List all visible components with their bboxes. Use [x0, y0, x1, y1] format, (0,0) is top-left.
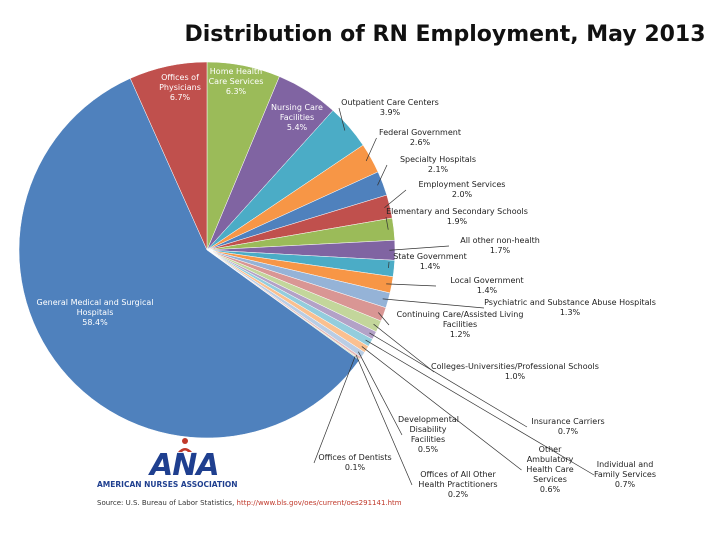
slice-label: Home Health Care Services 6.3%: [208, 67, 264, 97]
category-label: Individual and Family Services: [593, 460, 657, 479]
slice-label: All other non-health 1.7%: [445, 236, 555, 256]
value-label: 5.4%: [286, 123, 308, 132]
slice-label: Continuing Care/Assisted Living Faciliti…: [385, 310, 535, 340]
value-label: 1.7%: [489, 246, 511, 255]
logo-body: [178, 448, 192, 452]
slice-label: Other Ambulatory Health Care Services 0.6…: [518, 445, 583, 495]
leader-line: [384, 189, 407, 209]
value-label: 6.7%: [169, 93, 191, 102]
slice-label: Specialty Hospitals 2.1%: [383, 155, 493, 175]
leader-line: [365, 339, 595, 476]
logo-name: AMERICAN NURSES ASSOCIATION: [97, 480, 238, 489]
slice-label: Insurance Carriers 0.7%: [523, 417, 613, 437]
value-label: 1.4%: [419, 262, 441, 271]
slice-label: Offices of Dentists 0.1%: [310, 453, 400, 473]
leader-line: [358, 351, 403, 436]
slice-label: Federal Government 2.6%: [373, 128, 468, 148]
slice-label: Offices of Physicians 6.7%: [149, 73, 211, 103]
slice-label: Outpatient Care Centers 3.9%: [335, 98, 445, 118]
category-label: Outpatient Care Centers: [341, 98, 439, 107]
category-label: General Medical and Surgical Hospitals: [36, 298, 154, 317]
category-label: Psychiatric and Substance Abuse Hospital…: [484, 298, 656, 307]
category-label: Continuing Care/Assisted Living Faciliti…: [396, 310, 524, 329]
leader-line: [382, 298, 485, 309]
leader-line: [389, 245, 450, 251]
category-label: Home Health Care Services: [208, 67, 264, 86]
value-label: 1.9%: [446, 217, 468, 226]
logo-head: [182, 438, 188, 444]
leader-line: [377, 164, 388, 186]
slice-label: Employment Services 2.0%: [402, 180, 522, 200]
leader-line: [373, 323, 435, 373]
category-label: Offices of Physicians: [159, 73, 201, 92]
category-label: Offices of Dentists: [318, 453, 392, 462]
pie: [18, 61, 396, 439]
slice-label: Colleges-Universities/Professional Schoo…: [430, 362, 600, 382]
category-label: Nursing Care Facilities: [271, 103, 323, 122]
value-label: 0.6%: [539, 485, 561, 494]
category-label: Insurance Carriers: [531, 417, 605, 426]
value-label: 2.6%: [409, 138, 431, 147]
leader-lines: [313, 107, 595, 486]
value-label: 2.1%: [427, 165, 449, 174]
category-label: Colleges-Universities/Professional Schoo…: [431, 362, 599, 371]
source-url: http://www.bls.gov/oes/current/oes291141…: [236, 499, 402, 507]
value-label: 6.3%: [225, 87, 247, 96]
value-label: 3.9%: [379, 108, 401, 117]
slice-label: Offices of All Other Health Practitioner…: [408, 470, 508, 500]
leader-line: [365, 137, 377, 162]
slice-label: Local Government 1.4%: [432, 276, 542, 296]
value-label: 0.1%: [344, 463, 366, 472]
leader-line: [338, 107, 346, 131]
category-label: State Government: [393, 252, 467, 261]
value-label: 58.4%: [82, 318, 108, 327]
slice-label: Developmental Disability Facilities 0.5%: [398, 415, 459, 455]
value-label: 0.2%: [447, 490, 469, 499]
leader-line: [313, 356, 356, 464]
value-label: 1.0%: [504, 372, 526, 381]
leader-line: [355, 354, 413, 486]
leader-line: [369, 332, 528, 428]
slice-label: Elementary and Secondary Schools 1.9%: [382, 207, 532, 227]
value-label: 0.5%: [417, 445, 439, 454]
value-label: 1.2%: [449, 330, 471, 339]
category-label: Elementary and Secondary Schools: [386, 207, 528, 216]
leader-line: [361, 346, 522, 471]
chart-title: Distribution of RN Employment, May 2013: [184, 22, 706, 47]
leader-line: [388, 261, 390, 269]
category-label: Specialty Hospitals: [399, 155, 477, 164]
source: Source: U.S. Bureau of Labor Statistics,…: [97, 499, 402, 507]
slice-label: Nursing Care Facilities 5.4%: [271, 103, 323, 133]
slice: [18, 78, 360, 439]
leader-line: [385, 216, 389, 230]
category-label: Employment Services: [418, 180, 506, 189]
value-label: 0.7%: [614, 480, 636, 489]
source-text: Source: U.S. Bureau of Labor Statistics,: [97, 499, 235, 507]
logo-abbr: ANA: [150, 448, 220, 483]
value-label: 1.4%: [476, 286, 498, 295]
logo-icon: [178, 438, 192, 452]
leader-line: [378, 312, 390, 326]
category-label: Offices of All Other Health Practitioner…: [418, 470, 498, 489]
category-label: Local Government: [450, 276, 524, 285]
category-label: All other non-health: [460, 236, 540, 245]
slice-label: General Medical and Surgical Hospitals 58…: [25, 298, 165, 328]
slice-label: Individual and Family Services 0.7%: [590, 460, 660, 490]
value-label: 0.7%: [557, 427, 579, 436]
slice-label: Psychiatric and Substance Abuse Hospital…: [480, 298, 660, 318]
category-label: Developmental Disability Facilities: [398, 415, 459, 444]
category-label: Other Ambulatory Health Care Services: [526, 445, 574, 484]
slice-label: State Government 1.4%: [385, 252, 475, 272]
slice: [129, 61, 208, 251]
category-label: Federal Government: [379, 128, 461, 137]
leader-line: [386, 283, 437, 287]
value-label: 1.3%: [559, 308, 581, 317]
value-label: 2.0%: [451, 190, 473, 199]
